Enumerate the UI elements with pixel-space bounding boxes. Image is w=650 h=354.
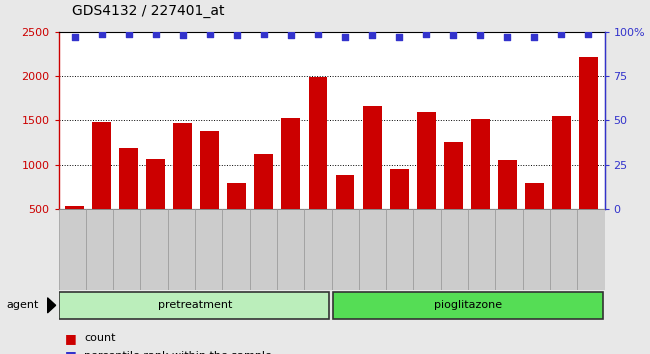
Bar bbox=[65, 206, 84, 253]
FancyBboxPatch shape bbox=[359, 209, 386, 290]
Bar bbox=[174, 122, 192, 253]
Bar bbox=[227, 183, 246, 253]
FancyBboxPatch shape bbox=[523, 209, 550, 290]
Point bbox=[583, 31, 593, 36]
Bar bbox=[417, 113, 436, 253]
Point bbox=[340, 34, 350, 40]
FancyBboxPatch shape bbox=[58, 292, 329, 319]
Point bbox=[151, 31, 161, 36]
Bar bbox=[578, 57, 598, 253]
FancyBboxPatch shape bbox=[140, 209, 168, 290]
Bar bbox=[525, 183, 543, 253]
Point bbox=[205, 31, 215, 36]
Text: agent: agent bbox=[6, 300, 39, 310]
FancyBboxPatch shape bbox=[550, 209, 577, 290]
Bar bbox=[200, 131, 219, 253]
FancyBboxPatch shape bbox=[386, 209, 413, 290]
FancyBboxPatch shape bbox=[168, 209, 195, 290]
Point bbox=[286, 33, 296, 38]
Text: GDS4132 / 227401_at: GDS4132 / 227401_at bbox=[72, 4, 224, 18]
Point bbox=[529, 34, 539, 40]
Point bbox=[421, 31, 432, 36]
Point bbox=[502, 34, 512, 40]
Bar bbox=[498, 160, 517, 253]
Point bbox=[97, 31, 107, 36]
Bar bbox=[92, 122, 111, 253]
Text: ■: ■ bbox=[65, 332, 77, 344]
Bar bbox=[389, 169, 409, 253]
Point bbox=[259, 31, 269, 36]
Point bbox=[313, 31, 323, 36]
Bar bbox=[254, 154, 274, 253]
FancyBboxPatch shape bbox=[468, 209, 495, 290]
Bar bbox=[335, 175, 354, 253]
Point bbox=[394, 34, 404, 40]
Bar bbox=[120, 148, 138, 253]
Point bbox=[177, 33, 188, 38]
Point bbox=[70, 34, 80, 40]
Point bbox=[475, 33, 486, 38]
FancyBboxPatch shape bbox=[86, 209, 113, 290]
FancyBboxPatch shape bbox=[250, 209, 277, 290]
Bar bbox=[552, 116, 571, 253]
Text: pioglitazone: pioglitazone bbox=[434, 300, 502, 310]
FancyBboxPatch shape bbox=[113, 209, 140, 290]
Bar bbox=[309, 77, 328, 253]
Text: count: count bbox=[84, 333, 116, 343]
Bar bbox=[146, 159, 165, 253]
FancyBboxPatch shape bbox=[495, 209, 523, 290]
Point bbox=[448, 33, 458, 38]
Bar bbox=[281, 118, 300, 253]
FancyBboxPatch shape bbox=[58, 209, 86, 290]
Point bbox=[124, 31, 134, 36]
FancyBboxPatch shape bbox=[332, 209, 359, 290]
Bar bbox=[471, 119, 489, 253]
Point bbox=[367, 33, 377, 38]
FancyBboxPatch shape bbox=[413, 209, 441, 290]
FancyBboxPatch shape bbox=[577, 209, 605, 290]
Bar bbox=[363, 106, 382, 253]
FancyBboxPatch shape bbox=[333, 292, 603, 319]
FancyBboxPatch shape bbox=[195, 209, 222, 290]
Text: pretreatment: pretreatment bbox=[158, 300, 232, 310]
FancyBboxPatch shape bbox=[441, 209, 468, 290]
FancyBboxPatch shape bbox=[222, 209, 250, 290]
Text: ■: ■ bbox=[65, 349, 77, 354]
Polygon shape bbox=[47, 298, 56, 313]
Point bbox=[231, 33, 242, 38]
FancyBboxPatch shape bbox=[304, 209, 332, 290]
Text: percentile rank within the sample: percentile rank within the sample bbox=[84, 351, 272, 354]
FancyBboxPatch shape bbox=[277, 209, 304, 290]
Point bbox=[556, 31, 566, 36]
Bar bbox=[444, 143, 463, 253]
